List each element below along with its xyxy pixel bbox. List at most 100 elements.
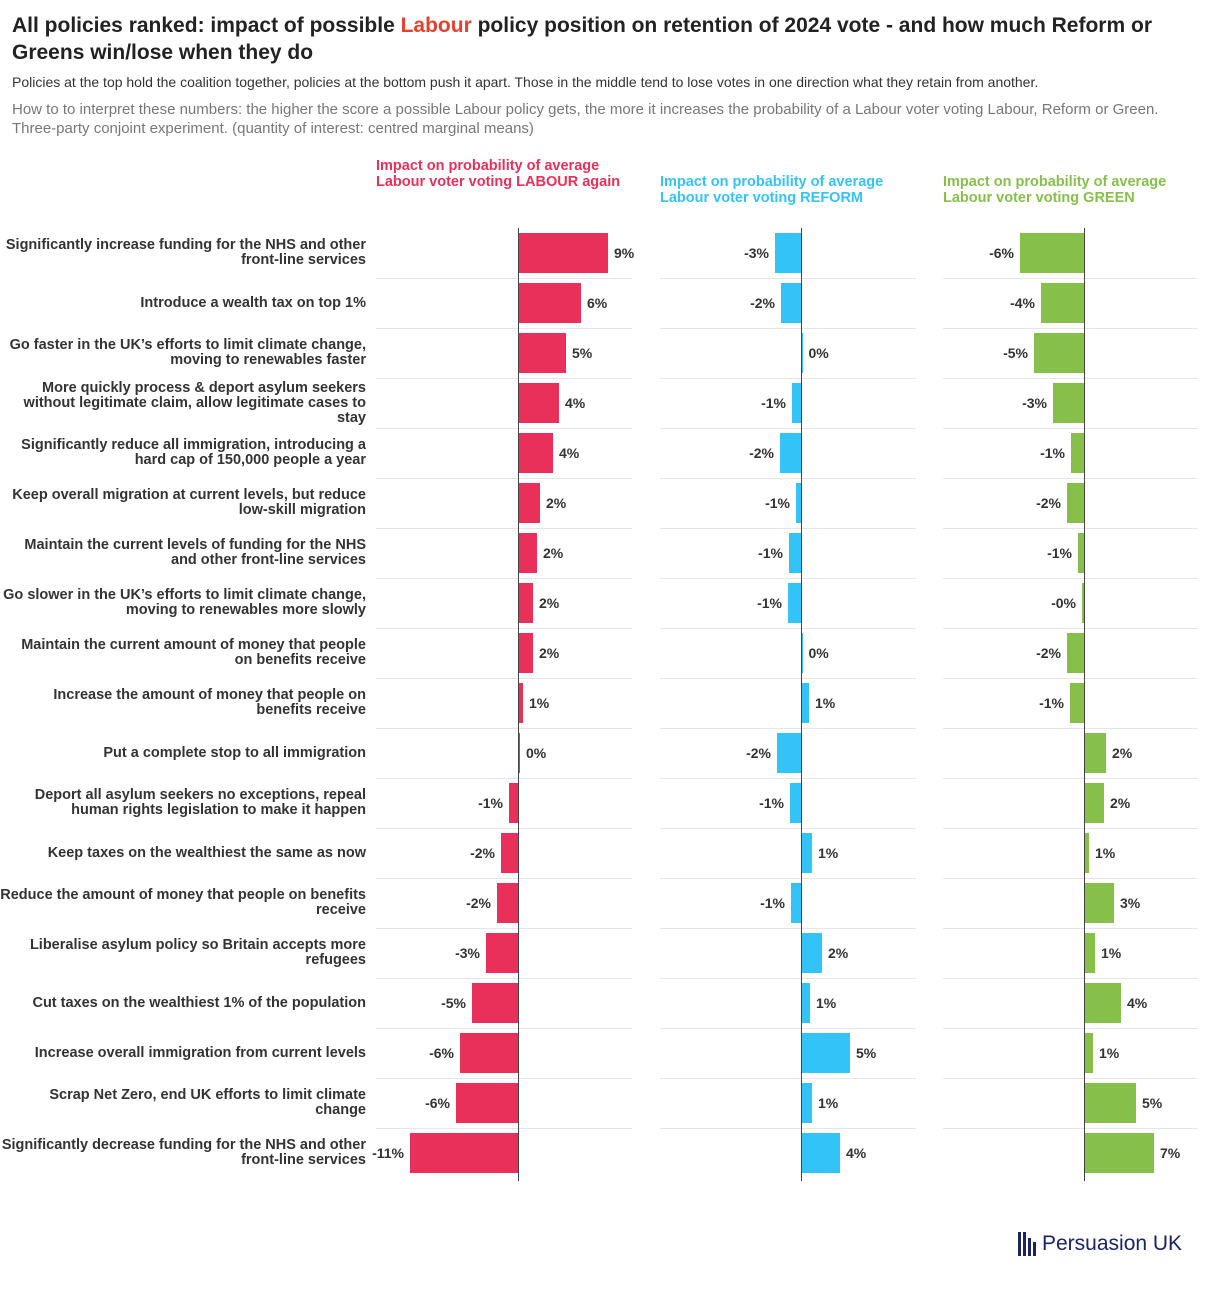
row-separator xyxy=(660,828,916,829)
value-label-reform: -1% xyxy=(759,795,784,811)
bar-labour xyxy=(518,433,553,473)
value-label-reform: 1% xyxy=(816,995,837,1011)
bar-labour xyxy=(501,833,518,873)
bar-reform xyxy=(801,833,812,873)
row-separator xyxy=(660,1028,916,1029)
category-label: Significantly reduce all immigration, in… xyxy=(21,437,366,468)
panel-header-reform: Impact on probability of average Labour … xyxy=(660,174,884,206)
category-label: Increase the amount of money that people… xyxy=(53,687,366,718)
value-label-reform: 0% xyxy=(808,345,829,361)
row-separator xyxy=(943,578,1198,579)
bar-green xyxy=(1070,683,1084,723)
value-label-labour: 2% xyxy=(546,495,567,511)
row-separator xyxy=(376,578,632,579)
value-label-labour: 2% xyxy=(539,595,560,611)
bar-green xyxy=(1084,833,1089,873)
row-separator xyxy=(943,1028,1198,1029)
bar-reform xyxy=(791,883,801,923)
value-label-labour: 2% xyxy=(543,545,564,561)
row-separator xyxy=(943,828,1198,829)
bar-reform xyxy=(796,483,801,523)
bar-green xyxy=(1067,483,1084,523)
value-label-reform: 0% xyxy=(808,645,829,661)
row-separator xyxy=(660,778,916,779)
row-separator xyxy=(660,428,916,429)
category-label: Significantly increase funding for the N… xyxy=(5,237,366,268)
bar-green xyxy=(1084,733,1106,773)
value-label-green: 2% xyxy=(1110,795,1131,811)
bar-reform xyxy=(788,583,801,623)
row-separator xyxy=(376,978,632,979)
bar-labour xyxy=(509,783,518,823)
row-separator xyxy=(943,428,1198,429)
category-label: Maintain the current levels of funding f… xyxy=(24,537,366,568)
value-label-reform: 1% xyxy=(815,695,836,711)
value-label-green: -1% xyxy=(1039,695,1064,711)
value-label-green: -3% xyxy=(1022,395,1047,411)
bar-reform xyxy=(801,983,810,1023)
bar-green xyxy=(1084,783,1104,823)
value-label-green: 4% xyxy=(1127,995,1148,1011)
zero-axis-labour xyxy=(518,228,519,1181)
row-separator xyxy=(943,628,1198,629)
bar-labour xyxy=(518,583,533,623)
value-label-labour: -2% xyxy=(470,845,495,861)
value-label-labour: 9% xyxy=(614,245,635,261)
bar-labour xyxy=(518,383,559,423)
value-label-green: 1% xyxy=(1099,1045,1120,1061)
value-label-labour: 1% xyxy=(529,695,550,711)
value-label-reform: -2% xyxy=(746,745,771,761)
row-separator xyxy=(943,728,1198,729)
value-label-reform: -2% xyxy=(750,295,775,311)
persuasion-uk-logo: Persuasion UK xyxy=(1018,1232,1182,1256)
bar-labour xyxy=(518,233,608,273)
value-label-reform: -3% xyxy=(744,245,769,261)
category-label: Go faster in the UK’s efforts to limit c… xyxy=(9,337,366,368)
value-label-reform: -1% xyxy=(761,395,786,411)
value-label-green: -4% xyxy=(1010,295,1035,311)
row-separator xyxy=(660,678,916,679)
bar-green xyxy=(1084,933,1095,973)
bar-reform xyxy=(775,233,801,273)
bar-labour xyxy=(518,483,540,523)
value-label-reform: -1% xyxy=(757,595,782,611)
row-separator xyxy=(376,428,632,429)
value-label-green: 1% xyxy=(1101,945,1122,961)
row-separator xyxy=(660,928,916,929)
row-separator xyxy=(660,1078,916,1079)
row-separator xyxy=(376,1078,632,1079)
category-label: More quickly process & deport asylum see… xyxy=(23,379,366,426)
category-label: Reduce the amount of money that people o… xyxy=(0,887,366,918)
row-separator xyxy=(376,728,632,729)
row-separator xyxy=(660,628,916,629)
value-label-reform: 1% xyxy=(818,845,839,861)
value-label-green: 2% xyxy=(1112,745,1133,761)
title-text-end: policy position on retention of 2024 vot… xyxy=(12,14,1152,64)
value-label-green: -1% xyxy=(1040,445,1065,461)
row-separator xyxy=(376,878,632,879)
row-separator xyxy=(376,328,632,329)
row-separator xyxy=(376,1028,632,1029)
bar-green xyxy=(1053,383,1084,423)
bar-labour xyxy=(518,283,581,323)
row-separator xyxy=(943,378,1198,379)
bar-labour xyxy=(497,883,518,923)
bar-green xyxy=(1084,1033,1093,1073)
value-label-labour: -3% xyxy=(455,945,480,961)
value-label-labour: -5% xyxy=(441,995,466,1011)
bar-reform xyxy=(801,1133,840,1173)
bar-labour xyxy=(472,983,518,1023)
value-label-green: -6% xyxy=(989,245,1014,261)
panel-header-labour: Impact on probability of average Labour … xyxy=(376,158,621,190)
category-label: Scrap Net Zero, end UK efforts to limit … xyxy=(49,1087,366,1118)
bar-reform xyxy=(801,1083,812,1123)
zero-axis-reform xyxy=(801,228,802,1181)
category-label: Keep overall migration at current levels… xyxy=(12,487,366,518)
row-separator xyxy=(943,278,1198,279)
title-text: All policies ranked: impact of possible xyxy=(12,14,401,37)
value-label-reform: 1% xyxy=(818,1095,839,1111)
value-label-reform: 5% xyxy=(856,1045,877,1061)
row-separator xyxy=(376,778,632,779)
row-separator xyxy=(943,328,1198,329)
